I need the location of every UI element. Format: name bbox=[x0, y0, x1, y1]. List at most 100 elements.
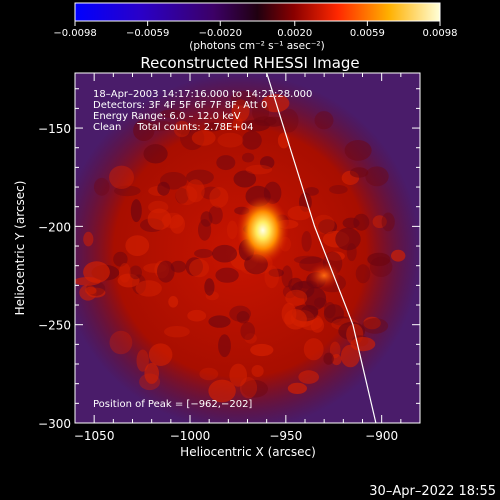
texture-blob bbox=[372, 215, 387, 229]
texture-blob bbox=[118, 263, 131, 283]
texture-blob bbox=[241, 380, 268, 398]
texture-blob bbox=[260, 156, 275, 170]
texture-blob bbox=[159, 109, 184, 118]
texture-blob bbox=[353, 213, 370, 231]
texture-blob bbox=[331, 354, 342, 366]
texture-blob bbox=[340, 344, 360, 368]
texture-blob bbox=[349, 167, 369, 178]
texture-blob bbox=[251, 365, 264, 377]
texture-blob bbox=[148, 200, 169, 214]
texture-blob bbox=[363, 316, 381, 330]
texture-blob bbox=[301, 231, 312, 252]
texture-blob bbox=[186, 169, 214, 185]
footer-timestamp: 30–Apr–2022 18:55 bbox=[369, 484, 496, 499]
texture-blob bbox=[369, 256, 393, 277]
colorbar-tick-label: 0.0098 bbox=[423, 28, 458, 39]
texture-blob bbox=[240, 322, 255, 340]
texture-blob bbox=[212, 244, 238, 263]
colorbar-tick-label: −0.0098 bbox=[53, 28, 96, 39]
texture-blob bbox=[136, 349, 149, 372]
texture-blob bbox=[362, 318, 389, 334]
texture-blob bbox=[200, 211, 213, 227]
chart-title: Reconstructed RHESSI Image bbox=[140, 54, 359, 72]
texture-blob bbox=[208, 315, 231, 328]
annotation-time: 18–Apr–2003 14:17:16.000 to 14:21:28.000 bbox=[93, 89, 312, 100]
texture-blob bbox=[244, 333, 257, 344]
texture-blob bbox=[242, 130, 262, 150]
texture-blob bbox=[236, 311, 250, 324]
texture-blob bbox=[304, 286, 327, 311]
texture-blob bbox=[176, 124, 192, 135]
colorbar-tick-label: 0.0059 bbox=[350, 28, 385, 39]
texture-blob bbox=[242, 119, 270, 132]
peak-position-label: Position of Peak = [−962,−202] bbox=[93, 399, 252, 410]
x-tick-label: −1050 bbox=[74, 429, 115, 443]
texture-blob bbox=[109, 165, 134, 189]
texture-blob bbox=[117, 273, 140, 288]
texture-blob bbox=[147, 208, 172, 230]
texture-blob bbox=[230, 90, 257, 106]
texture-blob bbox=[113, 251, 128, 267]
texture-blob bbox=[194, 248, 213, 258]
x-axis-label: Heliocentric X (arcsec) bbox=[180, 445, 316, 459]
x-tick-label: −900 bbox=[365, 429, 398, 443]
texture-blob bbox=[279, 108, 299, 133]
texture-blob bbox=[242, 152, 255, 163]
texture-blob bbox=[164, 326, 190, 338]
texture-blob bbox=[264, 265, 279, 289]
texture-blob bbox=[344, 140, 372, 161]
texture-blob bbox=[281, 302, 297, 325]
texture-blob bbox=[125, 235, 150, 256]
texture-blob bbox=[281, 265, 293, 288]
texture-blob bbox=[186, 179, 205, 203]
heatmap-image bbox=[75, 73, 420, 423]
y-axis-label: Heliocentric Y (arcsec) bbox=[13, 181, 27, 316]
colorbar-ticks: −0.0098 −0.0059 −0.0020 0.0020 0.0059 0.0098 bbox=[53, 21, 458, 39]
texture-blob bbox=[85, 286, 97, 295]
texture-blob bbox=[215, 267, 239, 283]
texture-blob bbox=[268, 268, 284, 277]
texture-blob bbox=[135, 280, 162, 297]
texture-blob bbox=[191, 130, 216, 146]
y-tick-label: −250 bbox=[38, 319, 71, 333]
texture-blob bbox=[175, 185, 198, 206]
texture-blob bbox=[287, 205, 312, 221]
texture-blob bbox=[185, 257, 203, 277]
texture-blob bbox=[298, 370, 320, 384]
texture-blob bbox=[329, 185, 348, 194]
texture-blob bbox=[285, 289, 308, 306]
colorbar-unit-label: (photons cm⁻² s⁻¹ asec⁻²) bbox=[189, 40, 324, 52]
texture-blob bbox=[326, 251, 345, 261]
texture-blob bbox=[391, 249, 406, 262]
texture-blob bbox=[250, 343, 274, 357]
texture-blob bbox=[233, 170, 257, 188]
annotation-detectors: Detectors: 3F 4F 5F 6F 7F 8F, Att 0 bbox=[93, 100, 267, 111]
texture-blob bbox=[217, 132, 244, 148]
colorbar-tick-label: −0.0020 bbox=[199, 28, 242, 39]
texture-blob bbox=[129, 265, 142, 280]
texture-blob bbox=[323, 352, 334, 365]
texture-blob bbox=[229, 363, 247, 387]
texture-blob bbox=[312, 214, 335, 234]
texture-blob bbox=[314, 111, 334, 130]
texture-blob bbox=[205, 122, 222, 132]
texture-blob bbox=[318, 219, 338, 235]
texture-blob bbox=[109, 330, 133, 355]
texture-blob bbox=[173, 120, 190, 138]
texture-blob bbox=[133, 119, 155, 141]
y-tick-label: −150 bbox=[38, 122, 71, 136]
texture-blob bbox=[304, 187, 319, 196]
texture-blob bbox=[216, 155, 236, 171]
texture-blob bbox=[204, 278, 215, 296]
texture-blob bbox=[208, 379, 236, 403]
texture-blob bbox=[329, 341, 341, 359]
y-tick-label: −200 bbox=[38, 220, 71, 234]
y-axis-ticks: −300 −250 −200 −150 bbox=[38, 88, 420, 431]
texture-blob bbox=[114, 185, 141, 197]
annotations: 18–Apr–2003 14:17:16.000 to 14:21:28.000… bbox=[93, 89, 312, 410]
texture-blob bbox=[93, 177, 110, 196]
texture-blob bbox=[229, 305, 252, 322]
solar-limb-line bbox=[266, 73, 377, 423]
texture-blob bbox=[303, 338, 324, 361]
